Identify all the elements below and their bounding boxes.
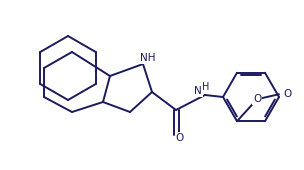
Text: O: O	[253, 94, 261, 104]
Text: NH: NH	[140, 53, 156, 63]
Text: O: O	[176, 133, 184, 143]
Text: O: O	[283, 89, 291, 99]
Text: H: H	[202, 82, 210, 92]
Text: N: N	[194, 86, 202, 96]
